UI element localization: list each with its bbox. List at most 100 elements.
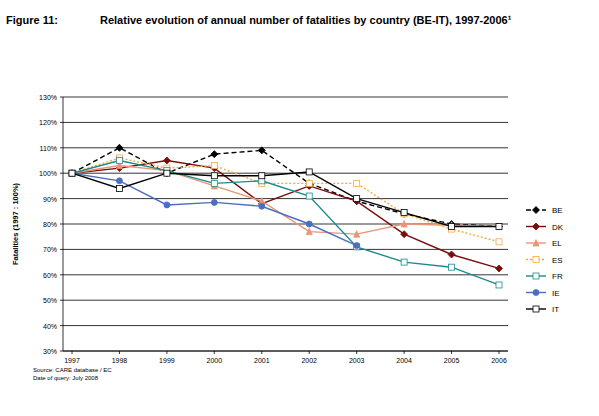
marker <box>533 240 539 247</box>
grid-line <box>63 351 508 352</box>
grid-line <box>63 274 508 275</box>
marker <box>69 170 76 177</box>
series-line <box>72 158 499 242</box>
y-tick-label: 60% <box>43 272 57 279</box>
legend-label: IE <box>552 289 560 298</box>
x-tick-label: 2006 <box>491 357 507 364</box>
marker <box>259 173 265 179</box>
marker <box>211 151 218 158</box>
x-axis <box>63 351 508 352</box>
marker <box>496 265 503 272</box>
x-tick <box>261 351 262 354</box>
marker <box>211 180 217 186</box>
series-line <box>72 173 357 245</box>
grid-line <box>63 97 508 98</box>
y-tick-label: 90% <box>43 196 57 203</box>
title: Figure 11: <box>6 14 58 26</box>
x-tick-label: 2001 <box>254 357 270 364</box>
page: {"chart_data": { "type": "line", "title"… <box>0 0 599 416</box>
x-tick <box>309 351 310 354</box>
y-tick-label: 40% <box>43 323 57 330</box>
marker <box>449 264 455 270</box>
marker <box>496 223 503 230</box>
x-tick-label: 2005 <box>444 357 460 364</box>
marker <box>116 144 123 151</box>
series-line <box>72 172 499 227</box>
marker <box>401 231 408 238</box>
marker <box>354 180 360 186</box>
y-tick <box>60 224 63 225</box>
legend-label: FR <box>552 272 563 281</box>
grid-line <box>63 147 508 148</box>
x-tick-label: 1998 <box>112 357 128 364</box>
y-tick <box>60 300 63 301</box>
marker <box>401 221 407 228</box>
marker <box>69 170 75 176</box>
marker <box>448 251 455 258</box>
marker <box>116 158 122 164</box>
y-tick-label: 100% <box>39 170 57 177</box>
x-tick <box>404 351 405 354</box>
marker <box>164 170 170 176</box>
marker <box>306 180 312 186</box>
x-tick-label: 2000 <box>207 357 223 364</box>
marker <box>533 223 540 230</box>
marker <box>496 223 502 230</box>
marker <box>401 210 408 217</box>
marker <box>354 243 360 249</box>
subtitle: Relative evolution of annual number of f… <box>100 14 512 26</box>
marker <box>449 224 455 230</box>
y-tick <box>60 325 63 326</box>
marker <box>258 147 265 154</box>
x-tick <box>119 351 120 354</box>
marker <box>496 224 502 230</box>
marker <box>259 203 265 209</box>
annotation: Date of query: July 2008 <box>33 375 99 381</box>
y-tick <box>60 249 63 250</box>
marker <box>69 170 75 176</box>
y-tick-label: 80% <box>43 221 57 228</box>
marker <box>496 239 502 245</box>
marker <box>69 170 75 176</box>
series-line <box>72 161 499 285</box>
marker <box>306 180 313 187</box>
x-tick <box>166 351 167 354</box>
marker <box>533 306 539 312</box>
legend-label: ES <box>552 256 563 265</box>
marker <box>116 178 122 184</box>
marker <box>163 170 170 177</box>
legend-label: EL <box>552 239 562 248</box>
annotation: Source: CARE database / EC <box>33 367 112 373</box>
y-tick-label: 120% <box>39 119 57 126</box>
marker <box>306 193 312 199</box>
legend-label: DK <box>552 223 564 232</box>
x-tick <box>451 351 452 354</box>
y-tick-label: 130% <box>39 94 57 101</box>
legend: BE DK EL ES FR IE IT <box>526 206 564 314</box>
marker <box>116 185 122 191</box>
x-tick-label: 1997 <box>64 357 80 364</box>
x-tick-label: 1999 <box>159 357 175 364</box>
grid-line <box>63 300 508 301</box>
y-axis-label: Fatalities (1997 : 100%) <box>11 182 20 265</box>
marker <box>496 282 502 288</box>
x-tick <box>499 351 500 354</box>
chart: Figure 11: Relative evolution of annual n… <box>0 0 599 416</box>
grid <box>60 97 508 351</box>
grid-line <box>63 198 508 199</box>
grid-line <box>63 325 508 326</box>
y-tick <box>60 122 63 123</box>
y-tick-label: 70% <box>43 246 57 253</box>
y-axis <box>63 97 64 351</box>
marker <box>533 290 539 296</box>
marker <box>401 210 407 216</box>
marker <box>163 157 170 164</box>
series-line <box>72 161 499 269</box>
x-tick <box>214 351 215 354</box>
marker <box>306 221 312 227</box>
legend-label: IT <box>552 305 559 314</box>
marker <box>164 202 170 208</box>
legend-label: BE <box>552 206 563 215</box>
y-tick <box>60 97 63 98</box>
marker <box>69 170 75 177</box>
